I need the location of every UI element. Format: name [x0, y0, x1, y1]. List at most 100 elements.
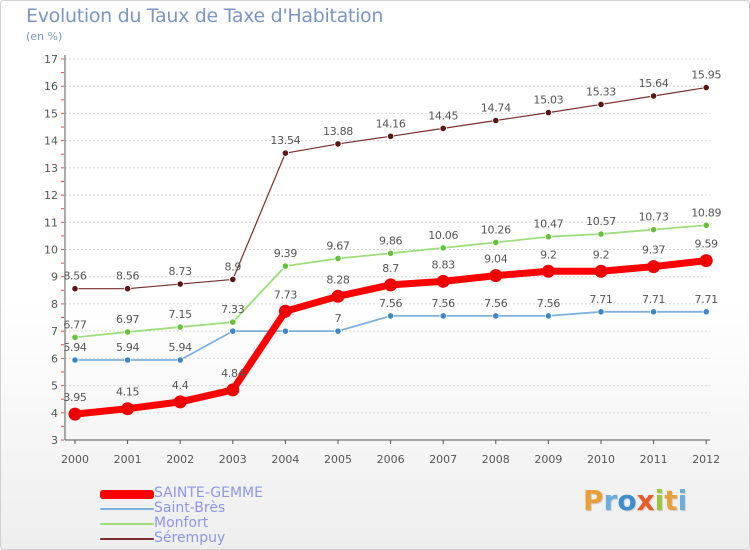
data-label: 6.77	[63, 318, 87, 331]
data-point	[702, 221, 710, 229]
data-point	[492, 238, 500, 247]
data-label: 14.74	[481, 102, 511, 115]
x-tick-label: 2009	[534, 453, 562, 466]
series-lines	[68, 83, 713, 421]
data-point	[384, 278, 398, 292]
y-tick-label: 6	[51, 352, 58, 365]
data-point	[597, 100, 605, 109]
data-labels: 8.56 8.56 8.73 8.9 13.54 13.88 14.16 14.45 14.74…	[63, 69, 721, 405]
y-tick-label: 3	[51, 434, 58, 447]
data-label: 9.2	[593, 248, 610, 261]
y-tick-label: 11	[44, 216, 58, 229]
data-label: 7.33	[221, 303, 245, 316]
data-label: 10.57	[586, 215, 616, 228]
data-label: 9.59	[695, 238, 719, 251]
legend-swatch	[100, 508, 154, 510]
data-point	[436, 274, 450, 288]
data-point	[334, 254, 342, 263]
data-label: 9.67	[326, 239, 350, 252]
y-tick-label: 8	[51, 298, 58, 311]
logo-letter: t	[664, 484, 678, 517]
data-point	[492, 116, 500, 125]
data-label: 7.56	[537, 297, 561, 310]
y-tick-label: 7	[51, 325, 58, 338]
data-point	[649, 92, 658, 100]
legend-swatch	[100, 538, 154, 540]
data-label: 13.54	[270, 134, 300, 147]
data-point	[229, 327, 237, 335]
x-tick-label: 2000	[61, 453, 89, 466]
data-point	[229, 275, 237, 284]
y-tick-label: 10	[44, 244, 58, 257]
legend-label: SAINTE-GEMME	[154, 485, 263, 501]
data-label: 7.56	[379, 297, 403, 310]
data-label: 8.73	[169, 265, 193, 278]
legend-swatch	[100, 523, 154, 525]
data-point	[439, 124, 447, 132]
data-point	[176, 280, 184, 288]
data-point	[594, 264, 608, 278]
data-point	[71, 285, 79, 293]
logo-letter: x	[636, 484, 655, 517]
data-point	[544, 312, 553, 320]
x-tick-label: 2005	[324, 453, 352, 466]
logo-letter: r	[603, 484, 618, 517]
data-point	[281, 149, 289, 157]
data-label: 7.56	[484, 297, 508, 310]
chart-title: Evolution du Taux de Taxe d'Habitation	[26, 5, 384, 27]
data-point	[702, 308, 710, 316]
data-label: 7.15	[169, 308, 193, 321]
data-label: 10.73	[639, 211, 669, 224]
data-label: 7.71	[589, 293, 612, 306]
data-point	[71, 356, 79, 364]
data-point	[386, 312, 395, 320]
data-label: 9.86	[379, 234, 403, 247]
data-label: 9.2	[540, 248, 557, 261]
data-label: 9.04	[484, 253, 508, 266]
x-tick-label: 2001	[114, 453, 142, 466]
data-point	[229, 318, 237, 326]
data-point	[492, 312, 500, 320]
data-label: 6.97	[116, 313, 140, 326]
data-label: 8.28	[326, 273, 350, 286]
data-label: 13.88	[323, 125, 353, 138]
data-label: 8.56	[116, 270, 140, 283]
x-tick-label: 2008	[482, 453, 510, 466]
data-label: 4.4	[172, 379, 189, 392]
x-tick-label: 2012	[692, 453, 720, 466]
data-label: 14.16	[376, 117, 406, 130]
data-label: 7.71	[642, 293, 665, 306]
data-point	[544, 109, 553, 117]
data-label: 9.39	[274, 247, 298, 260]
y-tick-label: 13	[44, 162, 58, 175]
data-label: 9.37	[642, 244, 666, 257]
x-tick-label: 2011	[640, 453, 668, 466]
legend-label: Sérempuy	[154, 530, 226, 546]
data-label: 15.33	[586, 85, 616, 98]
data-point	[699, 254, 713, 268]
legend-label: Saint-Brès	[154, 500, 226, 516]
logo-letter: o	[617, 484, 637, 517]
data-point	[649, 226, 658, 234]
data-point	[226, 383, 240, 397]
data-label: 15.03	[533, 94, 563, 107]
data-label: 15.64	[639, 77, 669, 90]
data-label: 15.95	[691, 69, 721, 82]
data-point	[597, 308, 605, 316]
data-point	[334, 327, 342, 335]
data-point	[702, 83, 710, 92]
data-point	[647, 260, 661, 274]
data-label: 3.95	[63, 391, 87, 404]
data-point	[386, 132, 395, 140]
data-point	[544, 233, 553, 241]
data-point	[173, 395, 187, 409]
data-point	[386, 249, 395, 257]
data-label: 10.26	[481, 223, 511, 236]
data-point	[334, 140, 342, 148]
data-label: 8.7	[382, 262, 399, 275]
data-point	[439, 244, 447, 252]
data-label: 8.9	[225, 260, 242, 273]
data-label: 14.45	[428, 109, 458, 122]
